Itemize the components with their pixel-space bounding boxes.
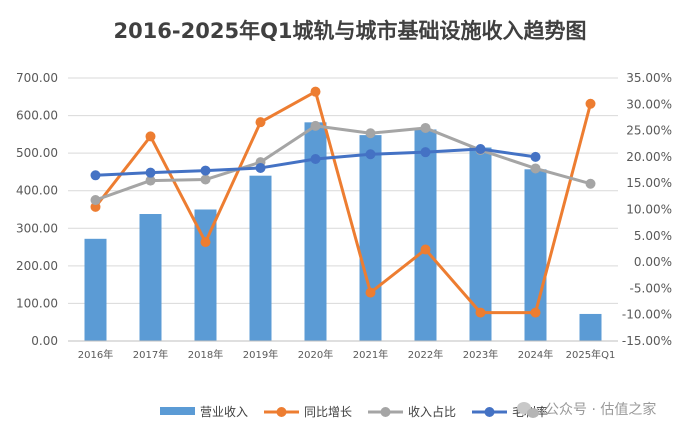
x-tick-label: 2025年Q1: [566, 348, 616, 361]
data-point: [530, 163, 541, 174]
y-right-tick-label: 30.00%: [626, 97, 672, 111]
y-left-tick-label: 300.00: [16, 221, 58, 235]
legend-marker: [380, 407, 391, 417]
data-point: [585, 98, 596, 109]
y-right-tick-label: 5.00%: [634, 229, 672, 243]
y-axis-right: -15.00% -10.00% -5.00% 0.00% 5.00% 10.00% 15.0…: [622, 71, 672, 348]
y-left-tick-label: 0.00: [31, 334, 58, 348]
x-tick-label: 2019年: [243, 348, 278, 361]
data-point: [90, 201, 101, 212]
bar: [84, 238, 107, 341]
x-tick-label: 2021年: [353, 348, 388, 361]
data-point: [310, 86, 321, 97]
series-同比增长: [90, 86, 596, 318]
data-point: [530, 307, 541, 318]
watermark: 公众号 · 估值之家: [517, 401, 656, 418]
legend-marker: [484, 407, 495, 417]
data-point: [90, 195, 101, 206]
y-axis-left: 0.00 100.00 200.00 300.00 400.00 500.00 600.00…: [16, 71, 58, 348]
y-right-tick-label: -10.00%: [622, 308, 672, 322]
y-left-tick-label: 500.00: [16, 146, 58, 160]
data-point: [255, 162, 266, 173]
data-point: [200, 237, 211, 248]
bar: [469, 147, 492, 341]
data-point: [200, 174, 211, 185]
data-point: [420, 244, 431, 255]
x-axis: 2016年 2017年 2018年 2019年 2020年 2021年 2022年 2023年…: [68, 340, 618, 361]
x-tick-label: 2022年: [408, 348, 443, 361]
data-point: [420, 147, 431, 158]
y-right-tick-label: 10.00%: [626, 203, 672, 217]
legend-label: 营业收入: [200, 405, 248, 419]
data-point: [200, 165, 211, 176]
data-point: [420, 122, 431, 133]
data-point: [530, 151, 541, 162]
x-tick-label: 2017年: [133, 348, 168, 361]
x-tick-label: 2016年: [78, 348, 113, 361]
revenue-bars: [84, 122, 602, 341]
series-line: [94, 124, 592, 202]
x-tick-label: 2018年: [188, 348, 223, 361]
series-line: [94, 90, 592, 315]
legend-label: 收入占比: [408, 404, 456, 419]
x-tick-label: 2020年: [298, 348, 333, 361]
y-left-tick-label: 700.00: [16, 71, 58, 85]
y-right-tick-label: -15.00%: [622, 334, 672, 348]
y-left-tick-label: 100.00: [16, 296, 58, 310]
data-point: [145, 175, 156, 186]
x-tick-label: 2023年: [463, 348, 498, 361]
data-point: [365, 149, 376, 160]
watermark-text: 公众号 · 估值之家: [545, 401, 656, 418]
data-point: [475, 144, 486, 155]
bar: [194, 209, 217, 341]
bar: [304, 122, 327, 341]
data-point: [145, 131, 156, 142]
data-point: [365, 287, 376, 298]
data-point: [255, 117, 266, 128]
data-point: [585, 178, 596, 189]
data-point: [310, 120, 321, 131]
chart-title: 2016-2025年Q1城轨与城市基础设施收入趋势图: [113, 19, 586, 43]
legend-swatch: [160, 407, 195, 415]
y-right-tick-label: 0.00%: [634, 255, 672, 269]
bar: [249, 175, 272, 341]
y-left-tick-label: 600.00: [16, 109, 58, 123]
data-point: [310, 154, 321, 165]
data-point: [475, 307, 486, 318]
bar: [579, 313, 602, 341]
y-right-tick-label: -5.00%: [630, 281, 672, 295]
bar: [414, 129, 437, 341]
y-right-tick-label: 20.00%: [626, 150, 672, 164]
wechat-icon: [517, 402, 539, 418]
legend-marker: [276, 407, 287, 417]
x-tick-label: 2024年: [518, 348, 553, 361]
y-right-tick-label: 35.00%: [626, 71, 672, 85]
bar: [524, 169, 547, 341]
y-right-tick-label: 25.00%: [626, 124, 672, 138]
y-left-tick-label: 200.00: [16, 259, 58, 273]
y-right-tick-label: 15.00%: [626, 176, 672, 190]
series-毛利率: [90, 144, 541, 181]
bar: [139, 214, 162, 341]
data-point: [145, 167, 156, 178]
bar: [359, 135, 382, 341]
data-point: [90, 170, 101, 181]
legend-label: 同比增长: [304, 405, 352, 419]
series-lines: [90, 86, 596, 318]
y-left-tick-label: 400.00: [16, 184, 58, 198]
data-point: [365, 128, 376, 139]
